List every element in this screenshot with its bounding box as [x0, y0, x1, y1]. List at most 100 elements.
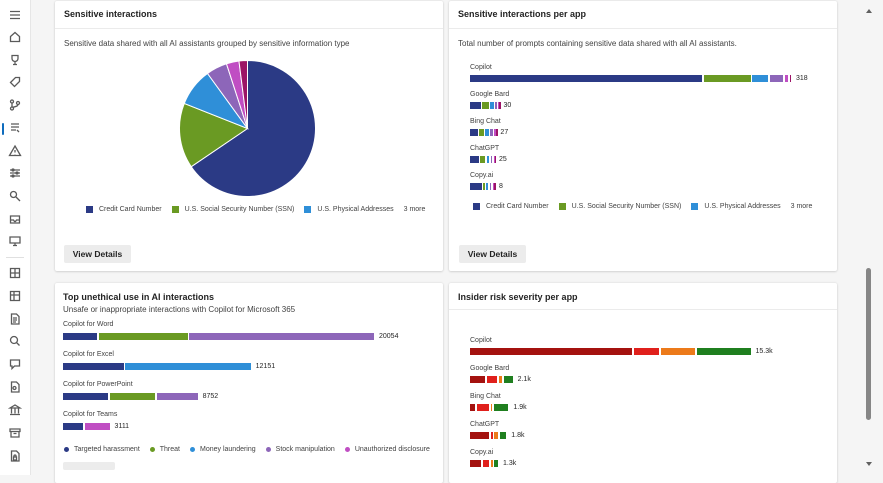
bar-segment[interactable]: [491, 460, 493, 467]
legend-item[interactable]: Unauthorized disclosure: [344, 446, 430, 453]
bar-segment[interactable]: [476, 404, 489, 411]
bar-segment[interactable]: [125, 363, 252, 370]
bar-segment[interactable]: [63, 333, 98, 340]
bar-segment[interactable]: [109, 393, 156, 400]
bar-segment[interactable]: [479, 129, 484, 136]
legend-item[interactable]: Stock manipulation: [265, 446, 335, 453]
bar-segment[interactable]: [494, 156, 497, 163]
legend-more-link[interactable]: 3 more: [403, 206, 426, 213]
hamburger-icon[interactable]: [7, 7, 23, 23]
bar-segment[interactable]: [697, 348, 751, 355]
view-details-button[interactable]: View Details: [64, 245, 131, 263]
bar-segment[interactable]: [470, 183, 482, 190]
bar-segment[interactable]: [483, 183, 485, 190]
bar-segment[interactable]: [499, 432, 507, 439]
document-search-icon[interactable]: [7, 379, 23, 395]
bar-segment[interactable]: [494, 183, 496, 190]
bar-segment[interactable]: [784, 75, 789, 82]
archive-icon[interactable]: [7, 425, 23, 441]
scrollbar-thumb[interactable]: [866, 268, 871, 420]
bar-segment[interactable]: [470, 129, 478, 136]
filter-icon[interactable]: [7, 165, 23, 181]
legend-item[interactable]: U.S. Social Security Number (SSN): [171, 206, 294, 213]
bar-segment[interactable]: [470, 348, 632, 355]
bar-segment[interactable]: [470, 460, 481, 467]
trophy-icon[interactable]: [7, 52, 23, 68]
document-lock-icon[interactable]: [7, 448, 23, 464]
bar-segment[interactable]: [480, 156, 486, 163]
list-icon[interactable]: [7, 120, 23, 136]
bar-segment[interactable]: [703, 75, 751, 82]
document-icon[interactable]: [7, 311, 23, 327]
bar-segment[interactable]: [470, 432, 490, 439]
bar-segment[interactable]: [490, 102, 494, 109]
bar-segment[interactable]: [470, 75, 703, 82]
bar-segment[interactable]: [503, 376, 513, 383]
bar-segment[interactable]: [494, 129, 496, 136]
table-icon[interactable]: [7, 288, 23, 304]
bar-segment[interactable]: [490, 129, 493, 136]
bar-segment[interactable]: [491, 432, 493, 439]
legend-item[interactable]: Money laundering: [190, 446, 256, 453]
grid-icon[interactable]: [7, 265, 23, 281]
view-details-button-partial[interactable]: [63, 462, 115, 470]
bank-icon[interactable]: [7, 402, 23, 418]
bar-segment[interactable]: [490, 156, 493, 163]
bar-segment[interactable]: [470, 156, 479, 163]
bar-segment[interactable]: [498, 102, 500, 109]
bar-segment[interactable]: [486, 183, 488, 190]
device-icon[interactable]: [7, 233, 23, 249]
bar-segment[interactable]: [63, 363, 124, 370]
bar-segment[interactable]: [189, 333, 375, 340]
bar-segment[interactable]: [84, 423, 111, 430]
legend-more-link[interactable]: 3 more: [790, 203, 813, 210]
pie-slice-1[interactable]: [179, 102, 249, 168]
bar-segment[interactable]: [494, 404, 509, 411]
legend-item[interactable]: Credit Card Number: [473, 203, 549, 210]
bar-segment[interactable]: [498, 376, 502, 383]
home-icon[interactable]: [7, 29, 23, 45]
tag-icon[interactable]: [7, 74, 23, 90]
bar-segment[interactable]: [470, 404, 475, 411]
bar-segment[interactable]: [486, 156, 490, 163]
bar-segment[interactable]: [496, 129, 498, 136]
bar-segment[interactable]: [63, 423, 84, 430]
legend-item[interactable]: U.S. Physical Addresses: [304, 206, 394, 213]
view-details-button[interactable]: View Details: [459, 245, 526, 263]
bar-segment[interactable]: [769, 75, 784, 82]
bar-segment[interactable]: [485, 129, 489, 136]
bar-segment[interactable]: [470, 102, 481, 109]
bar-segment[interactable]: [493, 460, 498, 467]
scroll-up-icon[interactable]: [866, 9, 872, 13]
bar-segment[interactable]: [156, 393, 199, 400]
bar-segment[interactable]: [789, 75, 792, 82]
legend-item[interactable]: U.S. Physical Addresses: [691, 203, 781, 210]
legend-item[interactable]: Threat: [149, 446, 180, 453]
bar-segment[interactable]: [633, 348, 660, 355]
flow-icon[interactable]: [7, 97, 23, 113]
search-key-icon[interactable]: [7, 188, 23, 204]
scroll-down-icon[interactable]: [866, 462, 872, 466]
legend-item[interactable]: U.S. Social Security Number (SSN): [558, 203, 681, 210]
bar-segment[interactable]: [63, 393, 109, 400]
legend-item[interactable]: Targeted harassment: [64, 446, 140, 453]
bar-segment[interactable]: [492, 183, 495, 190]
bar-segment[interactable]: [470, 376, 485, 383]
bar-segment[interactable]: [482, 102, 489, 109]
search-icon[interactable]: [7, 333, 23, 349]
bar-segment[interactable]: [493, 156, 496, 163]
bar-segment[interactable]: [752, 75, 769, 82]
bar-segment[interactable]: [98, 333, 188, 340]
bar-segment[interactable]: [495, 102, 497, 109]
bar-segment[interactable]: [499, 102, 501, 109]
bar-segment[interactable]: [494, 432, 498, 439]
bar-segment[interactable]: [489, 183, 492, 190]
sensitive-info-pie-chart[interactable]: [175, 56, 320, 201]
chat-icon[interactable]: [7, 356, 23, 372]
bar-segment[interactable]: [482, 460, 490, 467]
inbox-icon[interactable]: [7, 211, 23, 227]
bar-segment[interactable]: [490, 404, 493, 411]
warning-icon[interactable]: [7, 143, 23, 159]
bar-segment[interactable]: [661, 348, 696, 355]
pie-slice-5[interactable]: [238, 59, 248, 129]
